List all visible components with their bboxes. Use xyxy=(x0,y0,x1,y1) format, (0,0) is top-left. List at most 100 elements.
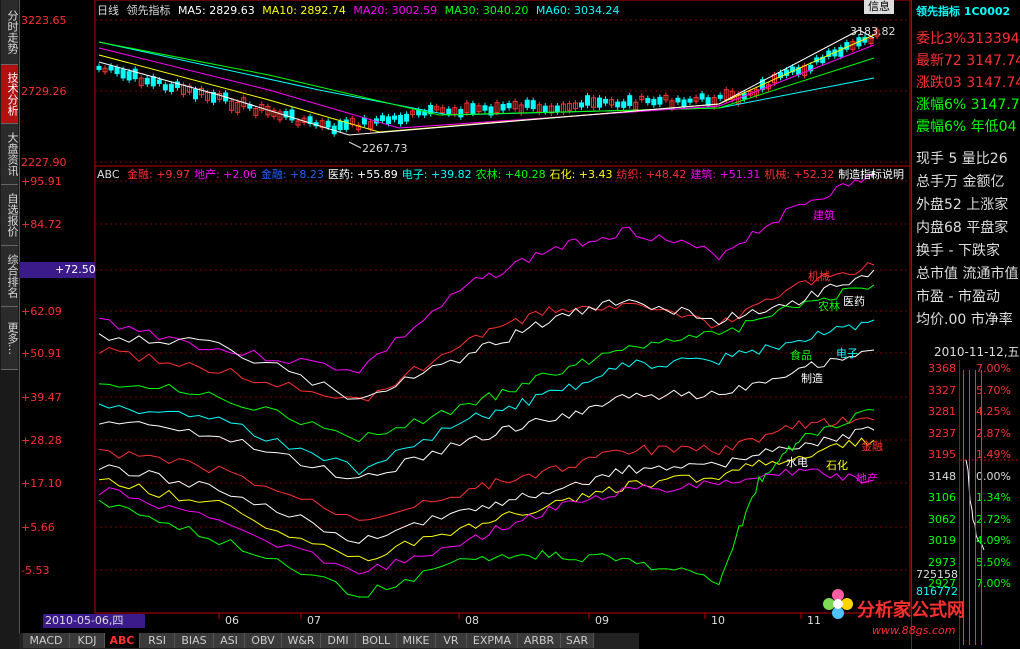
pct-level: 1.34% xyxy=(976,491,1011,504)
abc-ytick: +17.10 xyxy=(21,477,62,490)
moving-average-line xyxy=(98,41,875,116)
month-label: 09 xyxy=(595,614,609,627)
quote-row-top: 委比3%313394 xyxy=(916,31,1020,47)
series-label: 地产 xyxy=(856,472,878,485)
indicator-tab-sar[interactable]: SAR xyxy=(561,633,594,648)
abc-series-line xyxy=(98,349,875,480)
top-ytick-1: 3223.65 xyxy=(21,14,67,27)
price-level: 2973 xyxy=(928,555,956,569)
volume-label-1: 725158 xyxy=(916,568,958,581)
indicator-tab-arbr[interactable]: ARBR xyxy=(518,633,561,648)
pct-level: 7.00% xyxy=(976,362,1011,375)
quote-row-top: 涨跌03 3147.74 xyxy=(916,75,1020,91)
indicator-tab-vr[interactable]: VR xyxy=(436,633,467,648)
quote-row: 现手 5 量比26 xyxy=(916,151,1008,167)
price-level: 3148 xyxy=(928,469,956,483)
abc-series-line xyxy=(98,408,875,598)
abc-series-line xyxy=(98,416,875,521)
price-level: 3237 xyxy=(928,426,956,440)
indicator-tab-expma[interactable]: EXPMA xyxy=(467,633,518,648)
indicator-tab-mike[interactable]: MIKE xyxy=(397,633,436,648)
indicator-tab-kdj[interactable]: KDJ xyxy=(70,633,105,648)
price-level: 3106 xyxy=(928,491,956,504)
quote-title: 领先指标 1C0002 xyxy=(916,5,1011,18)
series-label: 制造 xyxy=(801,372,823,385)
tab-technical-analysis[interactable]: 技术分析 xyxy=(1,65,19,124)
indicator-help-link[interactable]: 指标说明 xyxy=(860,168,904,181)
series-label: 医药 xyxy=(843,295,865,308)
tab-time-sharing[interactable]: 分时走势 xyxy=(1,0,19,65)
flower-logo-icon xyxy=(822,588,854,620)
price-level: 3195 xyxy=(928,448,956,461)
pct-level: 1.49% xyxy=(976,448,1011,461)
abc-series-line xyxy=(98,468,875,575)
moving-average-line xyxy=(98,44,875,129)
indicator-tab-asi[interactable]: ASI xyxy=(214,633,245,648)
pct-level: 4.09% xyxy=(976,534,1011,547)
quote-row-top: 最新72 3147.74 xyxy=(916,53,1020,69)
quote-date: 2010-11-12,五 xyxy=(934,345,1020,359)
abc-ytick: +84.72 xyxy=(21,218,62,231)
pct-level: 5.50% xyxy=(976,555,1011,569)
abc-series-line xyxy=(98,262,875,402)
pct-level: 2.87% xyxy=(976,426,1011,440)
abc-ytick: +5.66 xyxy=(21,521,55,534)
quote-row: 总市值 流通市值 xyxy=(916,266,1019,282)
indicator-tab-boll[interactable]: BOLL xyxy=(356,633,397,648)
abc-series-line xyxy=(98,437,875,562)
volume-bars xyxy=(963,370,982,645)
quote-row-top: 震幅6% 年低04 xyxy=(916,119,1017,135)
abc-ytick: +39.47 xyxy=(21,391,62,404)
price-level: 3368 xyxy=(928,362,956,375)
quote-row: 换手 - 下跌家 xyxy=(916,243,1000,259)
tab-market-info[interactable]: 大盘资讯 xyxy=(1,124,19,185)
ma20-label: MA20: 3002.59 xyxy=(353,4,438,17)
legend-item: 制造: + xyxy=(838,168,877,181)
chart-area[interactable]: 2267.73 3183.82 xyxy=(19,0,911,633)
indicator-tab-obv[interactable]: OBV xyxy=(245,633,282,648)
pct-level: 2.72% xyxy=(976,512,1011,526)
abc-legend: ABC 金融: +9.97 地产: +2.06 金融: +8.23 医药: +55.8… xyxy=(97,166,909,182)
abc-ytick: +50.91 xyxy=(21,347,62,360)
legend-item: 电子: +39.82 xyxy=(401,168,472,181)
indicator-tab-bar: MACD KDJ ABC RSI BIAS ASI OBV W&R DMI BOLL MIKE VR E… xyxy=(19,633,639,649)
price-level: 3281 xyxy=(928,405,956,418)
tab-watchlist[interactable]: 自选报价 xyxy=(1,185,19,246)
indicator-tab-dmi[interactable]: DMI xyxy=(321,633,356,648)
ma10-label: MA10: 2892.74 xyxy=(262,4,346,17)
index-name: 领先指标 xyxy=(126,4,171,17)
top-chart-header: 日线 领先指标 MA5: 2829.63 MA10: 2892.74 MA20:… xyxy=(97,2,620,18)
volume-label-2: 816772 xyxy=(916,585,958,598)
pct-level: 0.00% xyxy=(976,469,1011,483)
top-ytick-3: 2227.90 xyxy=(21,156,67,169)
cursor-date: 2010-05-06,四 xyxy=(43,614,145,628)
month-label: 08 xyxy=(465,614,479,627)
tab-more[interactable]: 更多… xyxy=(1,307,19,370)
quote-row-top: 涨幅6% 3147.74 xyxy=(916,97,1020,113)
indicator-tab-abc[interactable]: ABC xyxy=(105,633,140,648)
abc-series-line xyxy=(98,174,875,374)
legend-item: 地产: +2.06 xyxy=(193,168,257,181)
pct-level: 4.25% xyxy=(976,405,1011,418)
side-tab-bar: 分时走势 技术分析 大盘资讯 自选报价 综合排名 更多… xyxy=(0,0,20,649)
abc-series-line xyxy=(98,269,875,400)
series-label: 农林 xyxy=(818,300,840,313)
month-label: 11 xyxy=(807,614,821,627)
indicator-tab-macd[interactable]: MACD xyxy=(23,633,70,648)
indicator-tab-rsi[interactable]: RSI xyxy=(140,633,175,648)
legend-item: 机械: +52.32 xyxy=(764,168,835,181)
series-label: 水电 xyxy=(786,456,808,469)
price-level: 3019 xyxy=(928,534,956,547)
indicator-tab-bias[interactable]: BIAS xyxy=(175,633,214,648)
indicator-tab-wr[interactable]: W&R xyxy=(282,633,321,648)
month-label: 10 xyxy=(711,614,725,627)
legend-item: 建筑: +51.31 xyxy=(690,168,761,181)
moving-average-line xyxy=(98,29,875,136)
info-button[interactable]: 信息 xyxy=(864,0,894,14)
tab-ranking[interactable]: 综合排名 xyxy=(1,246,19,307)
ma30-label: MA30: 3040.20 xyxy=(444,4,529,17)
legend-item: 医药: +55.89 xyxy=(327,168,398,181)
abc-ytick: -5.53 xyxy=(21,564,50,577)
low-price-label: 2267.73 xyxy=(362,142,408,155)
legend-item: 金融: +9.97 xyxy=(127,168,190,181)
